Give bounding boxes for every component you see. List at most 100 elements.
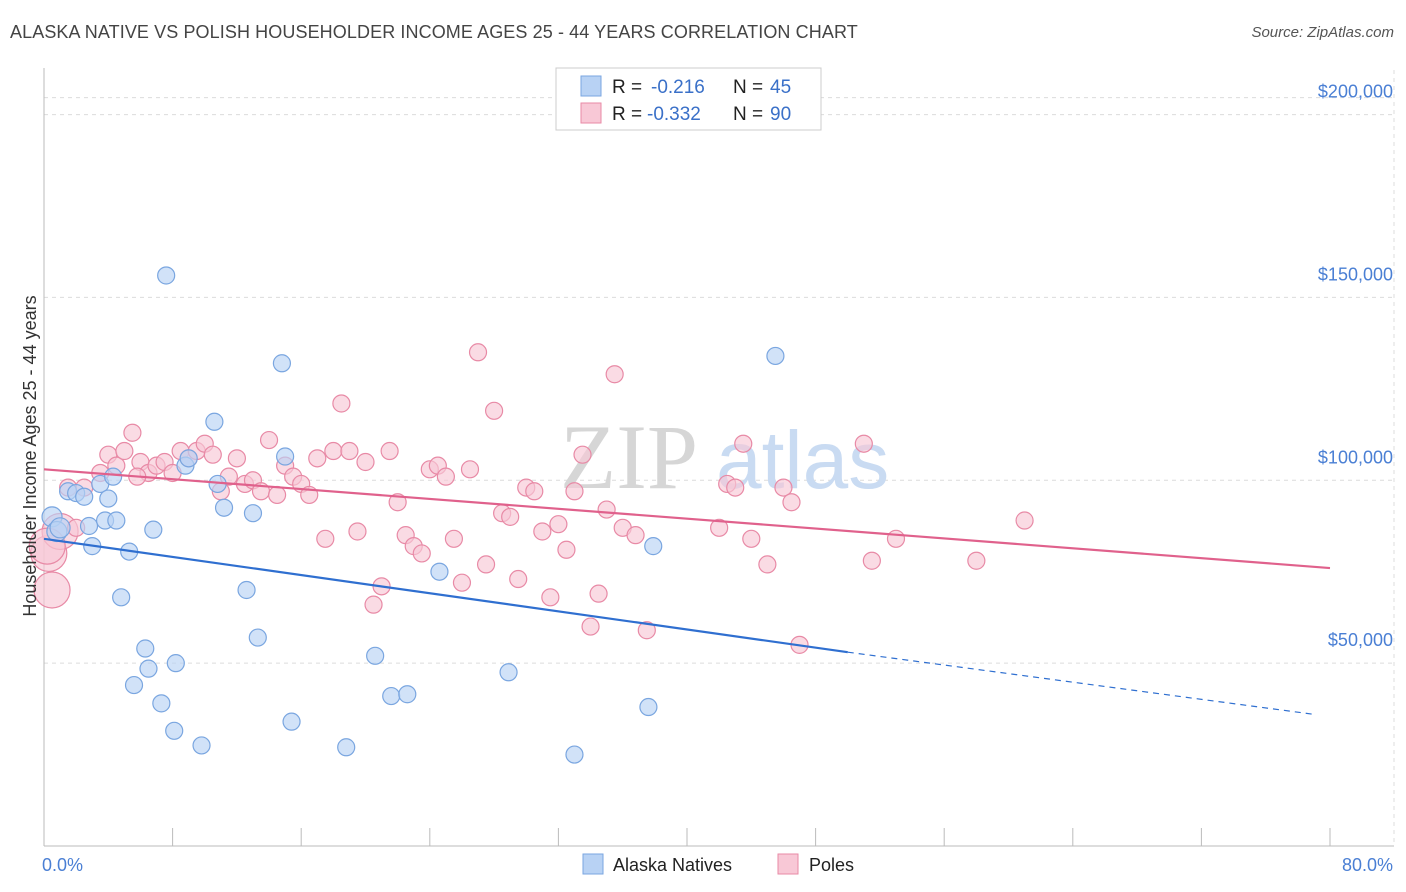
poles-point [460, 460, 480, 479]
alaska-natives-point [152, 694, 171, 713]
alaska-natives-point [179, 449, 198, 468]
alaska-natives-point [124, 675, 144, 695]
alaska-natives-point [237, 580, 256, 600]
poles-point [758, 555, 777, 574]
axes [43, 68, 1394, 847]
poles-point [380, 441, 399, 461]
alaska-natives-point [166, 654, 185, 673]
bottom-legend-swatch-pink [777, 853, 799, 875]
y-axis-label: Householder Income Ages 25 - 44 years [20, 295, 40, 616]
poles-point [854, 434, 873, 453]
alaska-natives-point [99, 489, 118, 508]
poles-point [597, 500, 616, 519]
poles-point [267, 485, 287, 505]
bottom-legend-label-1: Alaska Natives [613, 855, 732, 875]
y-tick-labels: $50,000 $100,000 $150,000 $200,000 [1318, 82, 1393, 651]
alaska-natives-point [382, 686, 401, 706]
poles-point [774, 478, 793, 497]
poles-point [541, 588, 560, 607]
alaska-natives-point [75, 487, 94, 506]
poles-point [485, 401, 504, 420]
y-tick-label: $200,000 [1318, 82, 1393, 102]
alaska-natives-point [205, 412, 224, 431]
poles-point [782, 493, 801, 512]
y-tick-label: $150,000 [1318, 264, 1393, 284]
poles-point [967, 551, 986, 570]
poles-point [444, 529, 464, 548]
poles-point [388, 493, 407, 512]
poles-point [340, 441, 359, 461]
alaska-natives-point [139, 659, 158, 678]
alaska-natives-point [272, 354, 292, 373]
poles-point [364, 595, 383, 614]
poles-point [412, 544, 431, 563]
poles-point [308, 449, 327, 468]
stats-legend: R = -0.216 N = 45 R = -0.332 N = 90 [555, 67, 822, 131]
trend-lines [43, 468, 1331, 715]
x-tick-label-max: 80.0% [1342, 855, 1393, 875]
watermark: ZIP atlas [560, 406, 889, 508]
legend-swatch-blue [580, 75, 602, 97]
poles-point [227, 449, 246, 468]
poles-point [589, 584, 608, 603]
alaska-natives-point [366, 646, 385, 665]
poles-point [581, 617, 600, 636]
legend-n-value-2: 90 [770, 104, 791, 125]
x-tick-labels: 0.0% 80.0% [42, 855, 1393, 875]
alaska-natives-point [79, 516, 99, 536]
poles-point [324, 441, 343, 461]
legend-swatch-pink [580, 102, 602, 124]
alaska-natives-point [144, 520, 163, 539]
poles-point [742, 529, 761, 548]
poles-point [862, 551, 881, 570]
poles-point [626, 526, 645, 545]
poles-point [115, 441, 134, 461]
bottom-legend-swatch-blue [582, 853, 604, 875]
alaska-natives-point [276, 447, 295, 466]
alaska-natives-point [398, 685, 417, 704]
poles-point [1015, 511, 1034, 530]
poles-point [501, 507, 520, 526]
poles-point [557, 540, 576, 559]
alaska-natives-point [565, 745, 584, 764]
bottom-legend: Alaska Natives Poles [582, 853, 854, 875]
poles-point [573, 445, 592, 464]
legend-r-value-2: -0.332 [647, 104, 701, 125]
poles-point [468, 343, 488, 362]
poles-point [203, 445, 222, 464]
poles-point [886, 529, 906, 548]
legend-n-label-1: N = [733, 77, 763, 98]
chart-title: ALASKA NATIVE VS POLISH HOUSEHOLDER INCO… [10, 22, 858, 42]
alaska-natives-point [337, 738, 356, 757]
legend-r-label-1: R = [612, 77, 642, 98]
x-tick-label-min: 0.0% [42, 855, 83, 875]
alaska-natives-point [499, 663, 518, 682]
poles-trend [43, 468, 1331, 570]
poles-point [332, 394, 351, 413]
alaska-natives-point [165, 721, 184, 740]
bottom-legend-label-2: Poles [809, 855, 854, 875]
poles-point [533, 522, 552, 541]
alaska-natives-point [214, 498, 234, 517]
source-label: Source: ZipAtlas.com [1251, 24, 1394, 41]
alaska-natives-trend-extension [847, 651, 1315, 715]
poles-point [509, 569, 528, 589]
legend-n-label-2: N = [733, 104, 763, 125]
alaska-natives-point [157, 266, 176, 285]
poles-point [734, 434, 753, 453]
alaska-natives-trend [43, 537, 848, 654]
alaska-natives-point [112, 588, 131, 607]
poles-point [348, 522, 367, 541]
legend-r-value-1: -0.216 [651, 77, 705, 98]
y-tick-label: $50,000 [1328, 630, 1393, 650]
alaska-natives-point [639, 697, 658, 717]
poles-point [476, 555, 496, 574]
poles-point [436, 467, 455, 486]
legend-r-label-2: R = [612, 104, 642, 125]
alaska-natives-point [766, 346, 785, 366]
alaska-natives-point [644, 537, 663, 556]
alaska-natives-point [192, 736, 211, 755]
legend-n-value-1: 45 [770, 77, 791, 98]
poles-point [123, 423, 142, 442]
poles-point [452, 573, 472, 592]
